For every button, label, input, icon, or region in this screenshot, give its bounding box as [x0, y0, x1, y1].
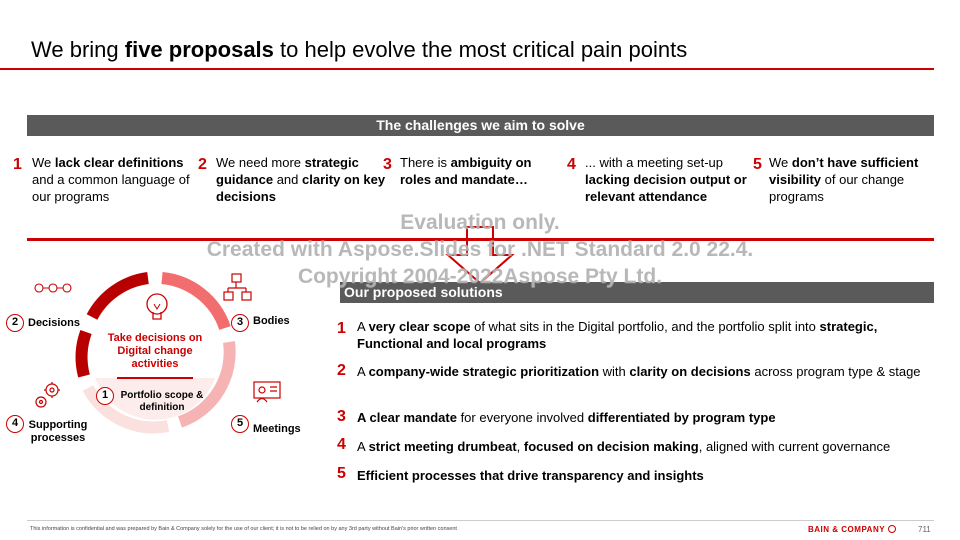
solution-number: 3: [337, 408, 346, 425]
solutions-heading: Our proposed solutions: [340, 282, 934, 303]
challenge-text: ... with a meeting set-up lacking decisi…: [585, 155, 747, 204]
cycle-inner-fill: [95, 378, 215, 420]
solution-text: Efficient processes that drive transpare…: [357, 468, 704, 483]
challenge-number: 2: [198, 156, 207, 173]
footer-disclaimer: This information is confidential and was…: [30, 526, 457, 532]
challenge-number: 3: [383, 156, 392, 173]
cycle-label-meetings: Meetings: [253, 423, 301, 435]
challenge-text: There is ambiguity on roles and mandate…: [400, 155, 532, 187]
solution-number: 4: [337, 436, 346, 453]
cycle-segment-bodies: [161, 272, 231, 331]
challenge-number: 4: [567, 156, 576, 173]
solution-text: A company-wide strategic prioritization …: [357, 364, 921, 379]
cycle-label-supporting: Supporting processes: [28, 419, 88, 444]
challenges-heading: The challenges we aim to solve: [27, 115, 934, 136]
challenge-number: 1: [13, 156, 22, 173]
brand-circle-icon: [887, 525, 896, 533]
section-divider: [27, 238, 934, 241]
cycle-number: 5: [231, 415, 249, 433]
page-number: 711: [918, 525, 931, 534]
cycle-number: 3: [231, 314, 249, 332]
solution-number: 5: [337, 465, 346, 482]
cycle-center-divider: [117, 377, 193, 379]
cycle-segment-meetings: [177, 341, 236, 428]
solution-number: 2: [337, 362, 346, 379]
page-title: We bring five proposals to help evolve t…: [31, 37, 687, 63]
watermark-line: Evaluation only.: [400, 211, 560, 234]
watermark-line: Created with Aspose.Slides for .NET Stan…: [206, 238, 754, 261]
solution-text: A strict meeting drumbeat, focused on de…: [357, 439, 891, 454]
cycle-number: 1: [96, 387, 114, 405]
gears-icon: [35, 382, 60, 408]
solution-text: A clear mandate for everyone involved di…: [357, 410, 776, 425]
challenge-text: We lack clear definitions and a common l…: [32, 155, 190, 204]
org-chart-icon: [223, 273, 252, 301]
challenge-text: We don’t have sufficient visibility of o…: [769, 155, 919, 204]
lightbulb-icon: [146, 293, 168, 320]
meetings-icon: [253, 381, 281, 403]
governance-cycle-diagram: [34, 272, 281, 434]
solution-text: A very clear scope of what sits in the D…: [357, 319, 878, 351]
title-post: to help evolve the most critical pain po…: [273, 37, 688, 62]
cycle-number: 4: [6, 415, 24, 433]
cycle-center-title: Take decisions on Digital change activit…: [107, 332, 203, 370]
challenge-text: We need more strategic guidance and clar…: [216, 155, 386, 204]
cycle-label-decisions: Decisions: [28, 317, 80, 329]
title-pre: We bring: [31, 37, 125, 62]
cycle-label-scope: Portfolio scope & definition: [120, 390, 204, 413]
cycle-segment-supporting: [82, 385, 170, 434]
brand-logo: BAIN & COMPANY: [808, 525, 896, 534]
decisions-icon: [34, 283, 72, 293]
watermark-line: Copyright 2004-2022Aspose Pty Ltd.: [297, 265, 663, 288]
down-arrow-icon: [445, 226, 515, 285]
title-bold: five proposals: [124, 37, 274, 62]
cycle-label-bodies: Bodies: [253, 315, 290, 327]
cycle-number: 2: [6, 314, 24, 332]
challenge-number: 5: [753, 156, 762, 173]
solution-number: 1: [337, 320, 346, 337]
footer-divider: [27, 520, 934, 521]
cycle-segment-scope: [75, 329, 92, 378]
cycle-segment-decisions: [86, 272, 149, 320]
title-divider: [0, 68, 934, 70]
